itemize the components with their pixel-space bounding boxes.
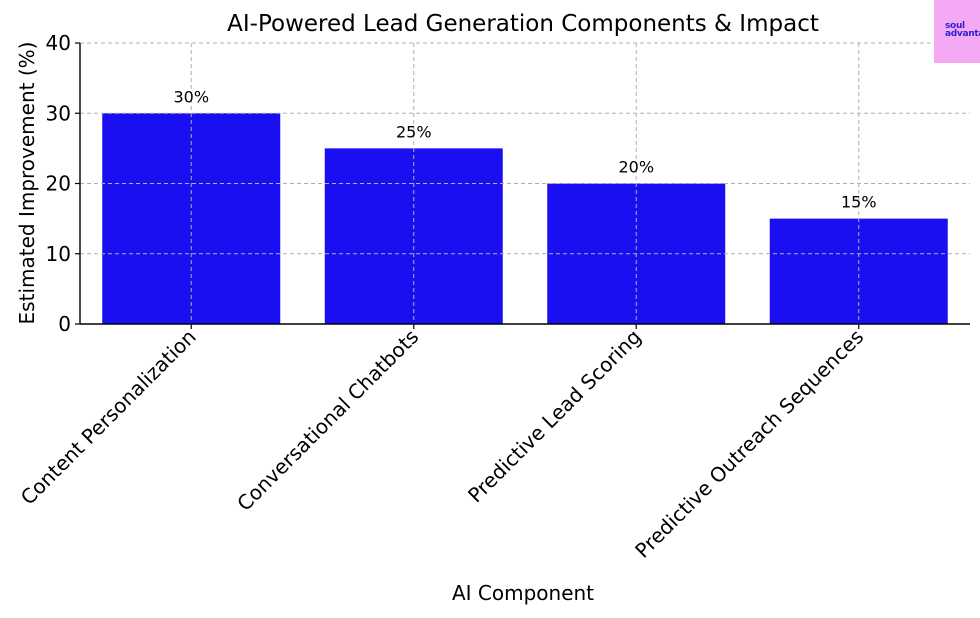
x-tick-label: Predictive Lead Scoring: [463, 325, 646, 508]
data-label: 20%: [618, 158, 654, 177]
data-label: 25%: [396, 122, 432, 141]
chart-title: AI-Powered Lead Generation Components & …: [227, 11, 819, 37]
x-axis-title: AI Component: [452, 581, 594, 605]
y-tick-label: 10: [46, 242, 71, 266]
bars: [102, 113, 948, 324]
brand-logo: soul advantage: [934, 0, 980, 63]
y-axis-title: Estimated Improvement (%): [15, 42, 39, 325]
axes: [75, 42, 970, 329]
y-tick-label: 40: [46, 31, 71, 55]
x-tick-label: Content Personalization: [16, 325, 201, 510]
data-label: 30%: [173, 87, 209, 106]
y-tick-label: 20: [46, 172, 71, 196]
brand-logo-text: soul advantage: [945, 21, 980, 39]
x-tick-label: Conversational Chatbots: [232, 325, 423, 516]
y-tick-label: 0: [58, 312, 71, 336]
x-tick-label: Predictive Outreach Sequences: [630, 325, 868, 563]
bar: [769, 218, 948, 324]
y-tick-label: 30: [46, 101, 71, 125]
data-label: 15%: [841, 193, 877, 212]
